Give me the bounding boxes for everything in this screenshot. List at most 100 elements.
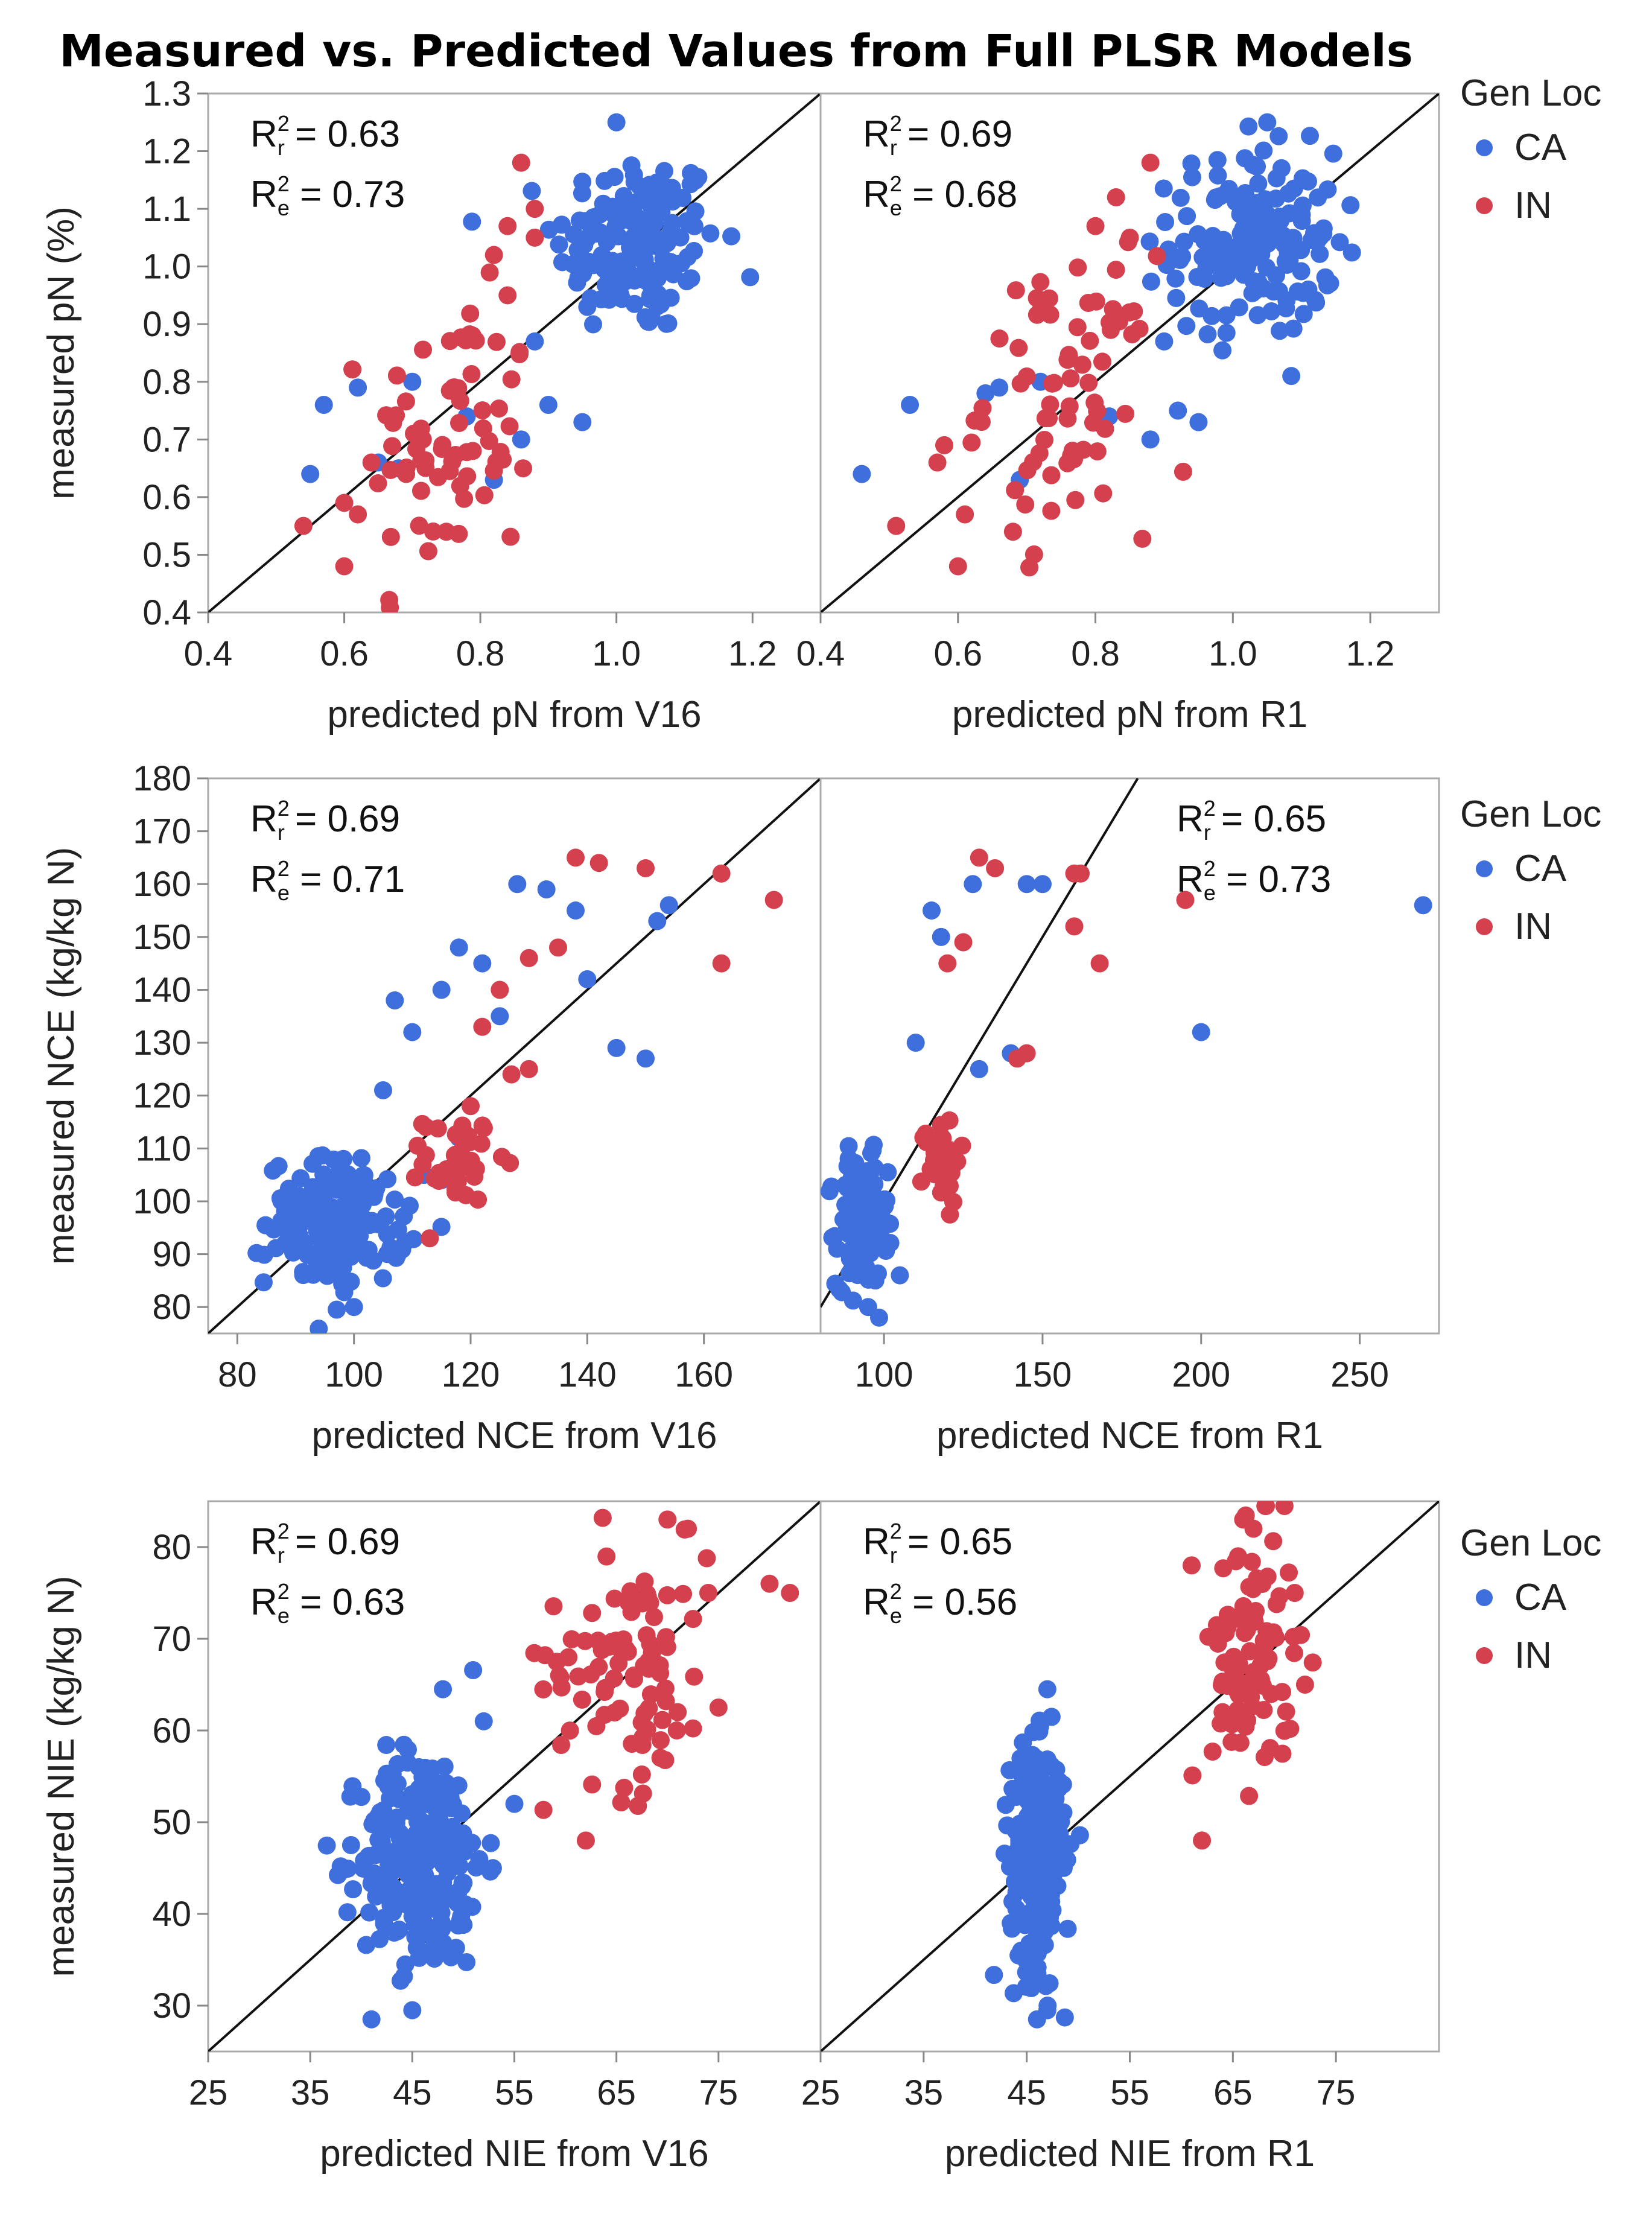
point-in (954, 933, 973, 952)
y-tick-label: 30 (152, 1986, 191, 2026)
point-ca (985, 1966, 1003, 1985)
stat-r-squared-e: R2 e = 0.56 (863, 1579, 1017, 1628)
point-in (656, 1692, 675, 1711)
point-ca (1055, 2008, 1074, 2027)
point-ca (1279, 184, 1298, 203)
point-ca (403, 1023, 422, 1041)
point-ca (463, 212, 481, 231)
point-ca (352, 1788, 370, 1807)
stat-r-squared-r: R2 r = 0.65 (1177, 796, 1326, 845)
x-tick-label: 100 (325, 1355, 383, 1394)
point-ca (1040, 1974, 1059, 1993)
point-ca (1007, 1899, 1026, 1918)
point-ca (821, 1182, 839, 1201)
point-ca (1292, 262, 1310, 281)
x-tick-label: 150 (1014, 1355, 1072, 1394)
point-ca (539, 396, 558, 414)
point-ca (294, 1238, 313, 1257)
point-ca (431, 1813, 450, 1832)
point-ca (1414, 896, 1432, 915)
point-ca (491, 1007, 509, 1026)
stat-r-squared-r: R2 r = 0.69 (250, 796, 400, 845)
point-ca (379, 1777, 398, 1796)
point-in (437, 523, 456, 541)
point-ca (539, 220, 558, 239)
point-ca (607, 1038, 626, 1057)
points-group (317, 1508, 799, 2029)
point-ca (578, 970, 597, 988)
point-ca (305, 1203, 323, 1222)
point-ca (1166, 269, 1185, 288)
point-ca (427, 1933, 445, 1951)
point-in (335, 557, 354, 576)
point-in (699, 1584, 717, 1602)
point-ca (573, 413, 592, 431)
points-group (853, 113, 1361, 577)
point-in (411, 419, 430, 438)
point-ca (686, 171, 705, 190)
point-in (1003, 523, 1022, 541)
point-ca (568, 241, 587, 259)
point-in (1227, 1552, 1245, 1571)
point-in (953, 1136, 971, 1155)
point-ca (581, 289, 600, 308)
point-ca (995, 1845, 1014, 1863)
point-ca (352, 1149, 370, 1168)
point-ca (463, 1898, 481, 1916)
point-in (474, 419, 492, 438)
point-in (1148, 247, 1166, 265)
point-ca (1189, 413, 1208, 431)
point-in (473, 1017, 492, 1036)
point-in (656, 1628, 675, 1647)
point-in (454, 1122, 473, 1141)
point-in (685, 1667, 704, 1686)
point-in (462, 1097, 480, 1116)
point-ca (863, 1220, 882, 1239)
point-in (629, 1797, 647, 1816)
point-ca (399, 1852, 418, 1871)
point-in (1040, 289, 1058, 308)
point-ca (685, 217, 704, 235)
point-in (444, 378, 463, 397)
point-in (658, 1586, 676, 1604)
point-ca (1156, 213, 1175, 232)
point-ca (254, 1273, 273, 1292)
point-in (1212, 1676, 1231, 1694)
point-ca (637, 1049, 655, 1068)
point-ca (454, 1873, 473, 1892)
point-in (1011, 374, 1030, 393)
point-ca (1035, 1922, 1054, 1941)
point-in (461, 304, 480, 323)
point-ca (310, 1320, 328, 1333)
x-tick-label: 45 (393, 2073, 432, 2112)
point-ca (840, 1225, 859, 1244)
point-in (397, 465, 416, 483)
point-in (1116, 404, 1135, 423)
point-ca (1189, 225, 1207, 244)
point-ca (1217, 323, 1236, 342)
point-ca (584, 256, 603, 275)
point-in (473, 401, 492, 420)
point-in (962, 433, 981, 452)
point-in (1218, 1606, 1237, 1624)
point-ca (624, 165, 643, 184)
point-in (635, 1572, 654, 1591)
point-ca (1213, 341, 1232, 360)
point-in (1244, 1580, 1262, 1598)
point-ca (410, 1948, 428, 1967)
point-ca (891, 1266, 909, 1285)
point-in (1060, 346, 1078, 364)
point-ca (373, 1269, 392, 1288)
point-in (500, 417, 519, 436)
point-ca (1269, 127, 1288, 145)
point-in (1277, 1702, 1295, 1721)
y-tick-label: 1.1 (142, 189, 191, 229)
point-in (1069, 258, 1087, 277)
point-in (561, 1721, 579, 1740)
point-ca (400, 1196, 419, 1215)
x-tick-label: 140 (558, 1355, 617, 1394)
point-ca (380, 1888, 399, 1907)
point-ca (859, 1270, 878, 1289)
point-ca (426, 1919, 445, 1937)
